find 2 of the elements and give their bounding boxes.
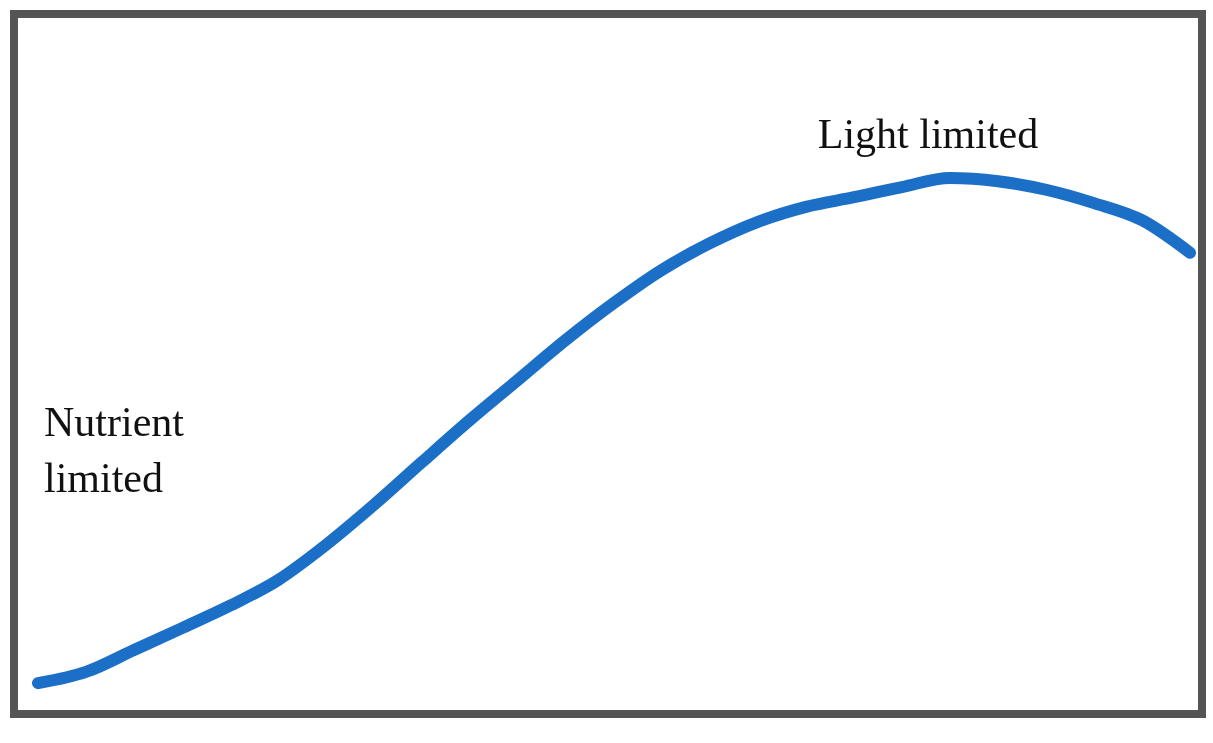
text: Light limited <box>817 111 1039 157</box>
annotation: Nutrient limited <box>44 399 185 501</box>
